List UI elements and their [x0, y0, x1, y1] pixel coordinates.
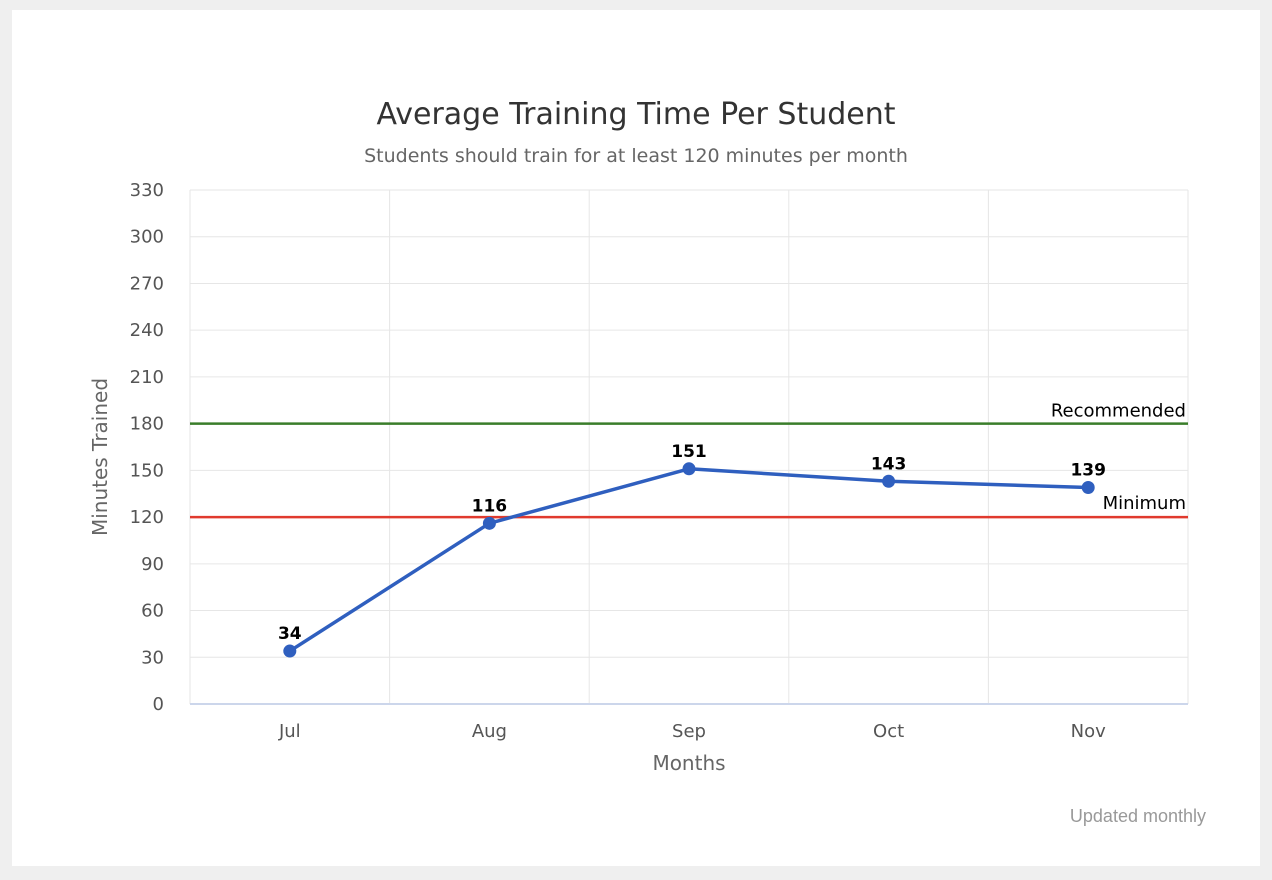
x-axis-ticks: Jul Aug Sep Oct Nov [278, 721, 1106, 742]
data-label: 151 [671, 442, 707, 462]
data-point [482, 516, 496, 530]
chart-card: Average Training Time Per Student Studen… [12, 10, 1260, 866]
data-point [882, 474, 896, 488]
y-axis-ticks: 0 30 60 90 120 150 180 210 240 270 300 330 [130, 180, 164, 715]
y-tick-label: 330 [130, 180, 164, 201]
x-axis-title: Months [652, 751, 725, 775]
y-tick-label: 30 [141, 647, 164, 668]
y-tick-label: 150 [130, 460, 164, 481]
y-tick-label: 240 [130, 320, 164, 341]
y-tick-label: 300 [130, 227, 164, 248]
data-point [682, 462, 696, 476]
data-label: 34 [278, 624, 302, 644]
x-tick-label: Jul [278, 721, 301, 742]
x-tick-label: Oct [873, 721, 904, 742]
y-tick-label: 180 [130, 414, 164, 435]
y-tick-label: 0 [153, 694, 164, 715]
x-tick-label: Nov [1071, 721, 1106, 742]
data-point [1081, 480, 1095, 494]
line-chart: Average Training Time Per Student Studen… [88, 97, 1206, 826]
y-tick-label: 120 [130, 507, 164, 528]
series-group: 34 116 151 143 139 [278, 442, 1106, 658]
series-line [288, 467, 1089, 653]
y-tick-label: 60 [141, 601, 164, 622]
plot-line-label: Recommended [1051, 401, 1186, 422]
y-axis-title: Minutes Trained [88, 378, 112, 536]
chart-credit: Updated monthly [1070, 806, 1206, 826]
chart-subtitle: Students should train for at least 120 m… [364, 145, 908, 167]
data-point [283, 644, 297, 658]
y-tick-label: 90 [141, 554, 164, 575]
plot-lines: Recommended Minimum [190, 401, 1188, 519]
chart-title: Average Training Time Per Student [376, 97, 895, 132]
x-tick-label: Aug [472, 721, 507, 742]
data-label: 139 [1070, 460, 1106, 480]
data-label: 143 [871, 454, 907, 474]
x-tick-label: Sep [672, 721, 706, 742]
y-tick-label: 270 [130, 273, 164, 294]
plot-line-label: Minimum [1103, 493, 1186, 514]
data-label: 116 [472, 496, 508, 516]
y-tick-label: 210 [130, 367, 164, 388]
